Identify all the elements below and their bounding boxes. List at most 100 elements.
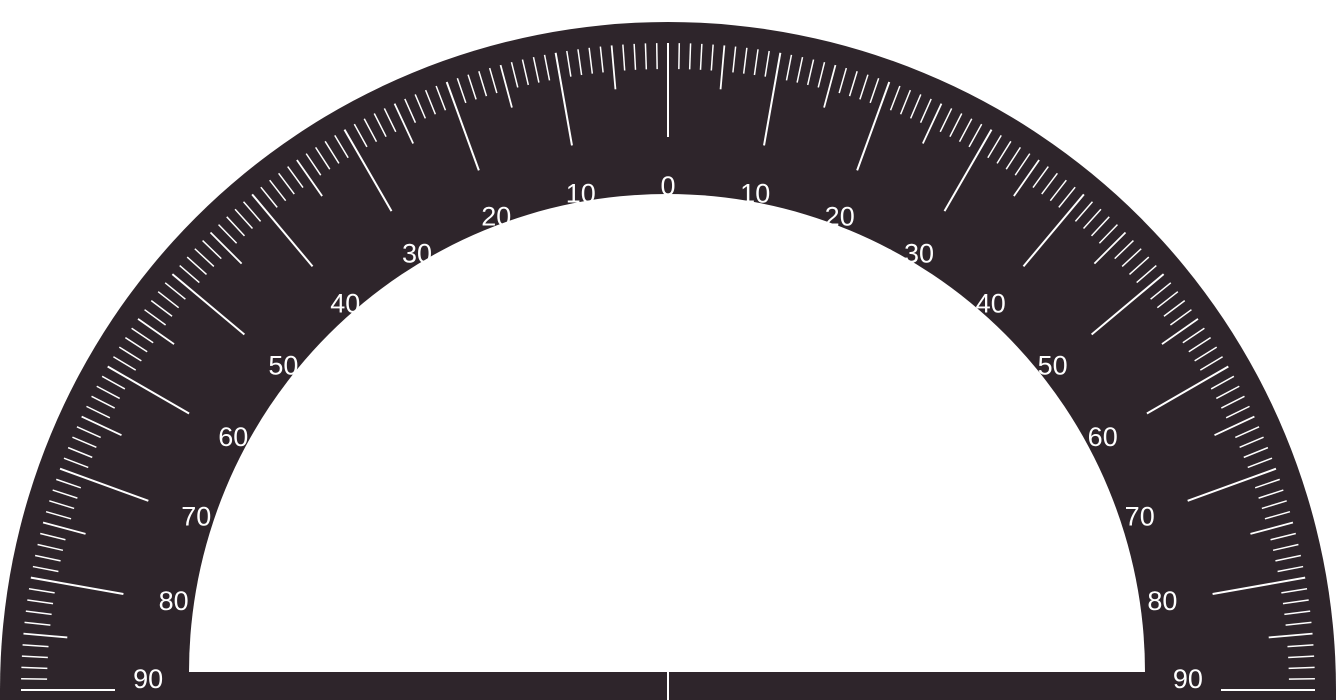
tick-mark-left-58 xyxy=(118,346,142,362)
tick-mark-right-29 xyxy=(968,123,983,148)
degree-label-left-10: 10 xyxy=(566,179,596,209)
degree-label-left-80: 80 xyxy=(159,586,189,616)
degree-label-0: 0 xyxy=(660,171,675,201)
tick-mark-right-31 xyxy=(987,135,1002,159)
tick-mark-left-7 xyxy=(588,47,594,74)
tick-mark-left-27 xyxy=(373,113,387,138)
tick-mark-right-63 xyxy=(1220,395,1245,409)
tick-mark-right-72 xyxy=(1258,489,1284,499)
tick-mark-left-23 xyxy=(414,94,427,119)
tick-mark-right-6 xyxy=(732,46,737,73)
tick-mark-left-76 xyxy=(40,532,66,541)
tick-mark-left-87 xyxy=(21,655,48,659)
tick-mark-left-24 xyxy=(404,98,417,123)
tick-mark-right-5 xyxy=(719,45,726,90)
tick-mark-left-8 xyxy=(577,49,583,76)
tick-mark-right-20 xyxy=(856,81,891,171)
tick-mark-left-28 xyxy=(363,118,378,143)
tick-mark-left-37 xyxy=(278,172,295,195)
tick-mark-left-16 xyxy=(488,67,498,94)
tick-mark-right-32 xyxy=(996,140,1012,164)
tick-mark-right-28 xyxy=(958,118,973,143)
degree-label-right-70: 70 xyxy=(1125,501,1155,531)
tick-mark-right-65 xyxy=(1214,415,1255,436)
degree-label-right-50: 50 xyxy=(1038,350,1068,380)
tick-mark-left-78 xyxy=(34,554,61,562)
degree-label-left-20: 20 xyxy=(481,201,511,231)
tick-mark-right-11 xyxy=(785,54,793,81)
tick-mark-right-13 xyxy=(806,59,815,86)
tick-mark-right-68 xyxy=(1243,446,1269,459)
tick-mark-right-66 xyxy=(1235,426,1260,439)
tick-mark-right-85 xyxy=(1268,632,1313,639)
degree-label-right-20: 20 xyxy=(825,201,855,231)
tick-mark-right-21 xyxy=(889,85,901,111)
tick-mark-left-50 xyxy=(171,273,246,336)
degree-label-right-30: 30 xyxy=(904,238,934,268)
tick-mark-left-12 xyxy=(532,56,540,83)
tick-mark-left-49 xyxy=(179,264,200,284)
tick-mark-right-44 xyxy=(1098,224,1118,244)
tick-mark-left-65 xyxy=(81,415,122,436)
tick-mark-right-17 xyxy=(848,71,858,97)
tick-mark-left-71 xyxy=(56,478,82,489)
tick-mark-right-15 xyxy=(823,64,837,108)
tick-mark-left-69 xyxy=(63,457,89,469)
tick-mark-left-62 xyxy=(96,385,121,400)
tick-mark-left-25 xyxy=(393,103,414,144)
tick-mark-right-36 xyxy=(1032,166,1049,189)
tick-mark-right-67 xyxy=(1239,436,1264,449)
tick-mark-right-61 xyxy=(1210,375,1235,390)
tick-mark-right-45 xyxy=(1093,231,1127,265)
tick-mark-right-38 xyxy=(1049,179,1067,202)
tick-mark-right-74 xyxy=(1264,510,1291,520)
tick-mark-left-66 xyxy=(76,426,101,439)
tick-mark-left-39 xyxy=(260,186,278,208)
tick-mark-right-54 xyxy=(1169,309,1192,326)
tick-mark-right-58 xyxy=(1194,346,1218,362)
degree-label-left-70: 70 xyxy=(181,501,211,531)
tick-mark-left-22 xyxy=(424,89,437,115)
tick-mark-right-7 xyxy=(742,47,748,74)
tick-mark-left-11 xyxy=(543,54,551,81)
tick-marks xyxy=(21,43,1315,691)
degree-labels: 0 10 20 30 40 50 60 70 80 90 10 20 30 40… xyxy=(133,171,1203,694)
tick-mark-right-79 xyxy=(1277,565,1304,573)
tick-mark-right-27 xyxy=(949,113,963,138)
tick-mark-right-59 xyxy=(1199,356,1223,371)
tick-mark-right-18 xyxy=(859,74,869,100)
tick-mark-left-51 xyxy=(164,282,186,300)
tick-mark-left-38 xyxy=(269,179,287,202)
tick-mark-left-9 xyxy=(566,50,572,77)
tick-mark-left-6 xyxy=(599,46,604,73)
tick-mark-left-41 xyxy=(242,201,262,222)
tick-mark-left-75 xyxy=(42,521,86,535)
tick-mark-left-33 xyxy=(314,146,331,170)
tick-mark-left-34 xyxy=(305,153,322,176)
tick-mark-right-26 xyxy=(939,108,953,133)
tick-mark-left-45 xyxy=(209,231,243,265)
tick-mark-right-56 xyxy=(1182,327,1205,344)
tick-mark-left-54 xyxy=(144,309,167,326)
tick-mark-right-24 xyxy=(919,98,932,123)
tick-mark-right-30 xyxy=(943,129,993,212)
degree-label-right-90: 90 xyxy=(1173,664,1203,694)
tick-mark-right-40 xyxy=(1022,193,1085,268)
tick-mark-right-86 xyxy=(1287,644,1314,648)
tick-mark-left-52 xyxy=(157,291,180,309)
tick-mark-left-82 xyxy=(27,599,54,605)
tick-mark-left-55 xyxy=(137,318,175,345)
tick-mark-right-3 xyxy=(699,43,703,70)
tick-mark-left-74 xyxy=(45,510,72,520)
tick-mark-right-47 xyxy=(1121,248,1142,268)
tick-mark-left-32 xyxy=(324,140,340,164)
tick-mark-right-42 xyxy=(1082,208,1102,230)
tick-mark-right-48 xyxy=(1128,256,1150,276)
tick-mark-left-35 xyxy=(296,159,323,197)
tick-mark-right-10 xyxy=(763,52,782,146)
tick-mark-left-10 xyxy=(554,52,573,146)
degree-label-left-40: 40 xyxy=(330,289,360,319)
tick-mark-right-22 xyxy=(899,89,912,115)
tick-mark-left-59 xyxy=(113,356,137,371)
